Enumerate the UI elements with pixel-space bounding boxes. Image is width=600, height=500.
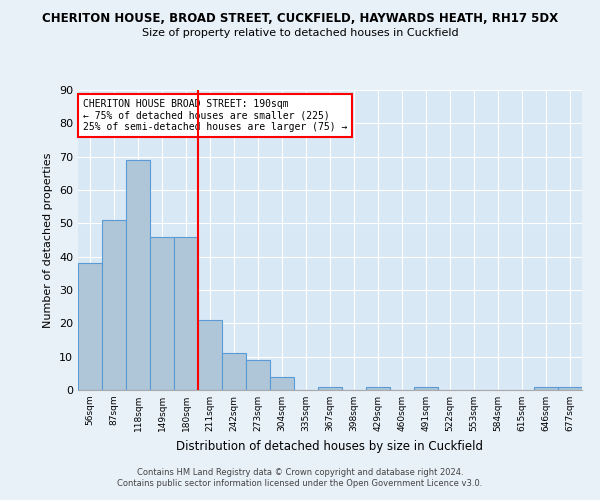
Text: CHERITON HOUSE BROAD STREET: 190sqm
← 75% of detached houses are smaller (225)
2: CHERITON HOUSE BROAD STREET: 190sqm ← 75… bbox=[83, 99, 347, 132]
Bar bbox=[366, 386, 390, 390]
Bar bbox=[126, 160, 150, 390]
Bar bbox=[246, 360, 270, 390]
Bar bbox=[318, 386, 342, 390]
Bar bbox=[222, 354, 246, 390]
Bar bbox=[174, 236, 198, 390]
Text: Size of property relative to detached houses in Cuckfield: Size of property relative to detached ho… bbox=[142, 28, 458, 38]
Bar bbox=[102, 220, 126, 390]
Bar bbox=[198, 320, 222, 390]
Text: Contains HM Land Registry data © Crown copyright and database right 2024.
Contai: Contains HM Land Registry data © Crown c… bbox=[118, 468, 482, 487]
Bar bbox=[534, 386, 558, 390]
X-axis label: Distribution of detached houses by size in Cuckfield: Distribution of detached houses by size … bbox=[176, 440, 484, 452]
Text: CHERITON HOUSE, BROAD STREET, CUCKFIELD, HAYWARDS HEATH, RH17 5DX: CHERITON HOUSE, BROAD STREET, CUCKFIELD,… bbox=[42, 12, 558, 26]
Bar bbox=[558, 386, 582, 390]
Bar bbox=[414, 386, 438, 390]
Bar bbox=[150, 236, 174, 390]
Bar bbox=[270, 376, 294, 390]
Bar bbox=[78, 264, 102, 390]
Y-axis label: Number of detached properties: Number of detached properties bbox=[43, 152, 53, 328]
